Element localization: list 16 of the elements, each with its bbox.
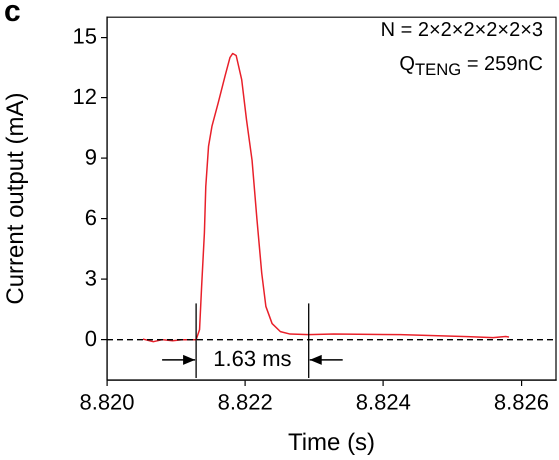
y-tick-label: 9 (84, 144, 97, 170)
x-tick-label: 8.820 (79, 389, 135, 414)
annotation: 1.63 ms (213, 346, 292, 371)
y-tick-label: 15 (72, 23, 97, 48)
y-tick-label: 3 (84, 265, 97, 290)
x-tick-label: 8.822 (218, 389, 273, 414)
x-axis-title: Time (s) (288, 429, 376, 456)
annotation: Q$_{TENG}$ = 259nC (399, 52, 543, 80)
x-tick-label: 8.824 (356, 389, 411, 414)
annotation: N = 2×2×2×2×2×3 (380, 18, 543, 42)
y-tick-label: 12 (72, 84, 97, 109)
text: c (4, 0, 21, 30)
y-tick-label: 6 (84, 204, 97, 230)
y-tick-label: 0 (84, 326, 97, 351)
x-tick-label: 8.826 (494, 389, 549, 414)
y-axis-title: Current output (mA) (2, 92, 30, 305)
